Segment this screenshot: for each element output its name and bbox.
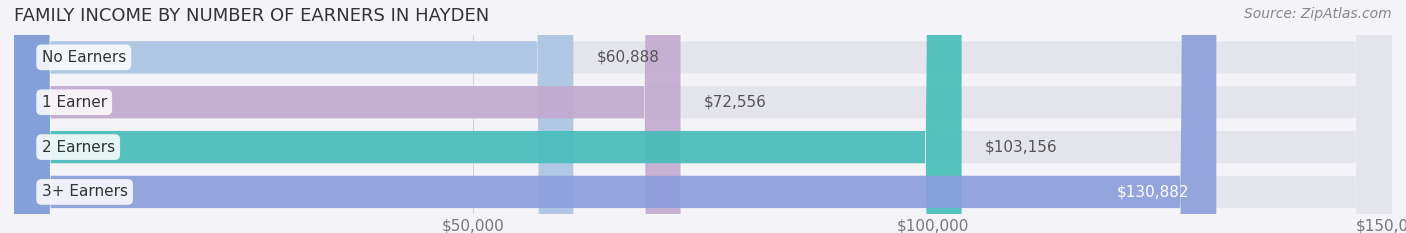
FancyBboxPatch shape xyxy=(14,0,1216,233)
Text: $130,882: $130,882 xyxy=(1116,185,1188,199)
FancyBboxPatch shape xyxy=(14,0,1392,233)
FancyBboxPatch shape xyxy=(14,0,1392,233)
FancyBboxPatch shape xyxy=(14,0,1392,233)
FancyBboxPatch shape xyxy=(14,0,1392,233)
FancyBboxPatch shape xyxy=(14,0,962,233)
FancyBboxPatch shape xyxy=(14,0,574,233)
FancyBboxPatch shape xyxy=(14,0,681,233)
Text: $60,888: $60,888 xyxy=(596,50,659,65)
Text: 1 Earner: 1 Earner xyxy=(42,95,107,110)
Text: No Earners: No Earners xyxy=(42,50,127,65)
Text: $103,156: $103,156 xyxy=(984,140,1057,154)
Text: 3+ Earners: 3+ Earners xyxy=(42,185,128,199)
Text: $72,556: $72,556 xyxy=(703,95,766,110)
Text: FAMILY INCOME BY NUMBER OF EARNERS IN HAYDEN: FAMILY INCOME BY NUMBER OF EARNERS IN HA… xyxy=(14,7,489,25)
Text: Source: ZipAtlas.com: Source: ZipAtlas.com xyxy=(1244,7,1392,21)
Text: 2 Earners: 2 Earners xyxy=(42,140,115,154)
